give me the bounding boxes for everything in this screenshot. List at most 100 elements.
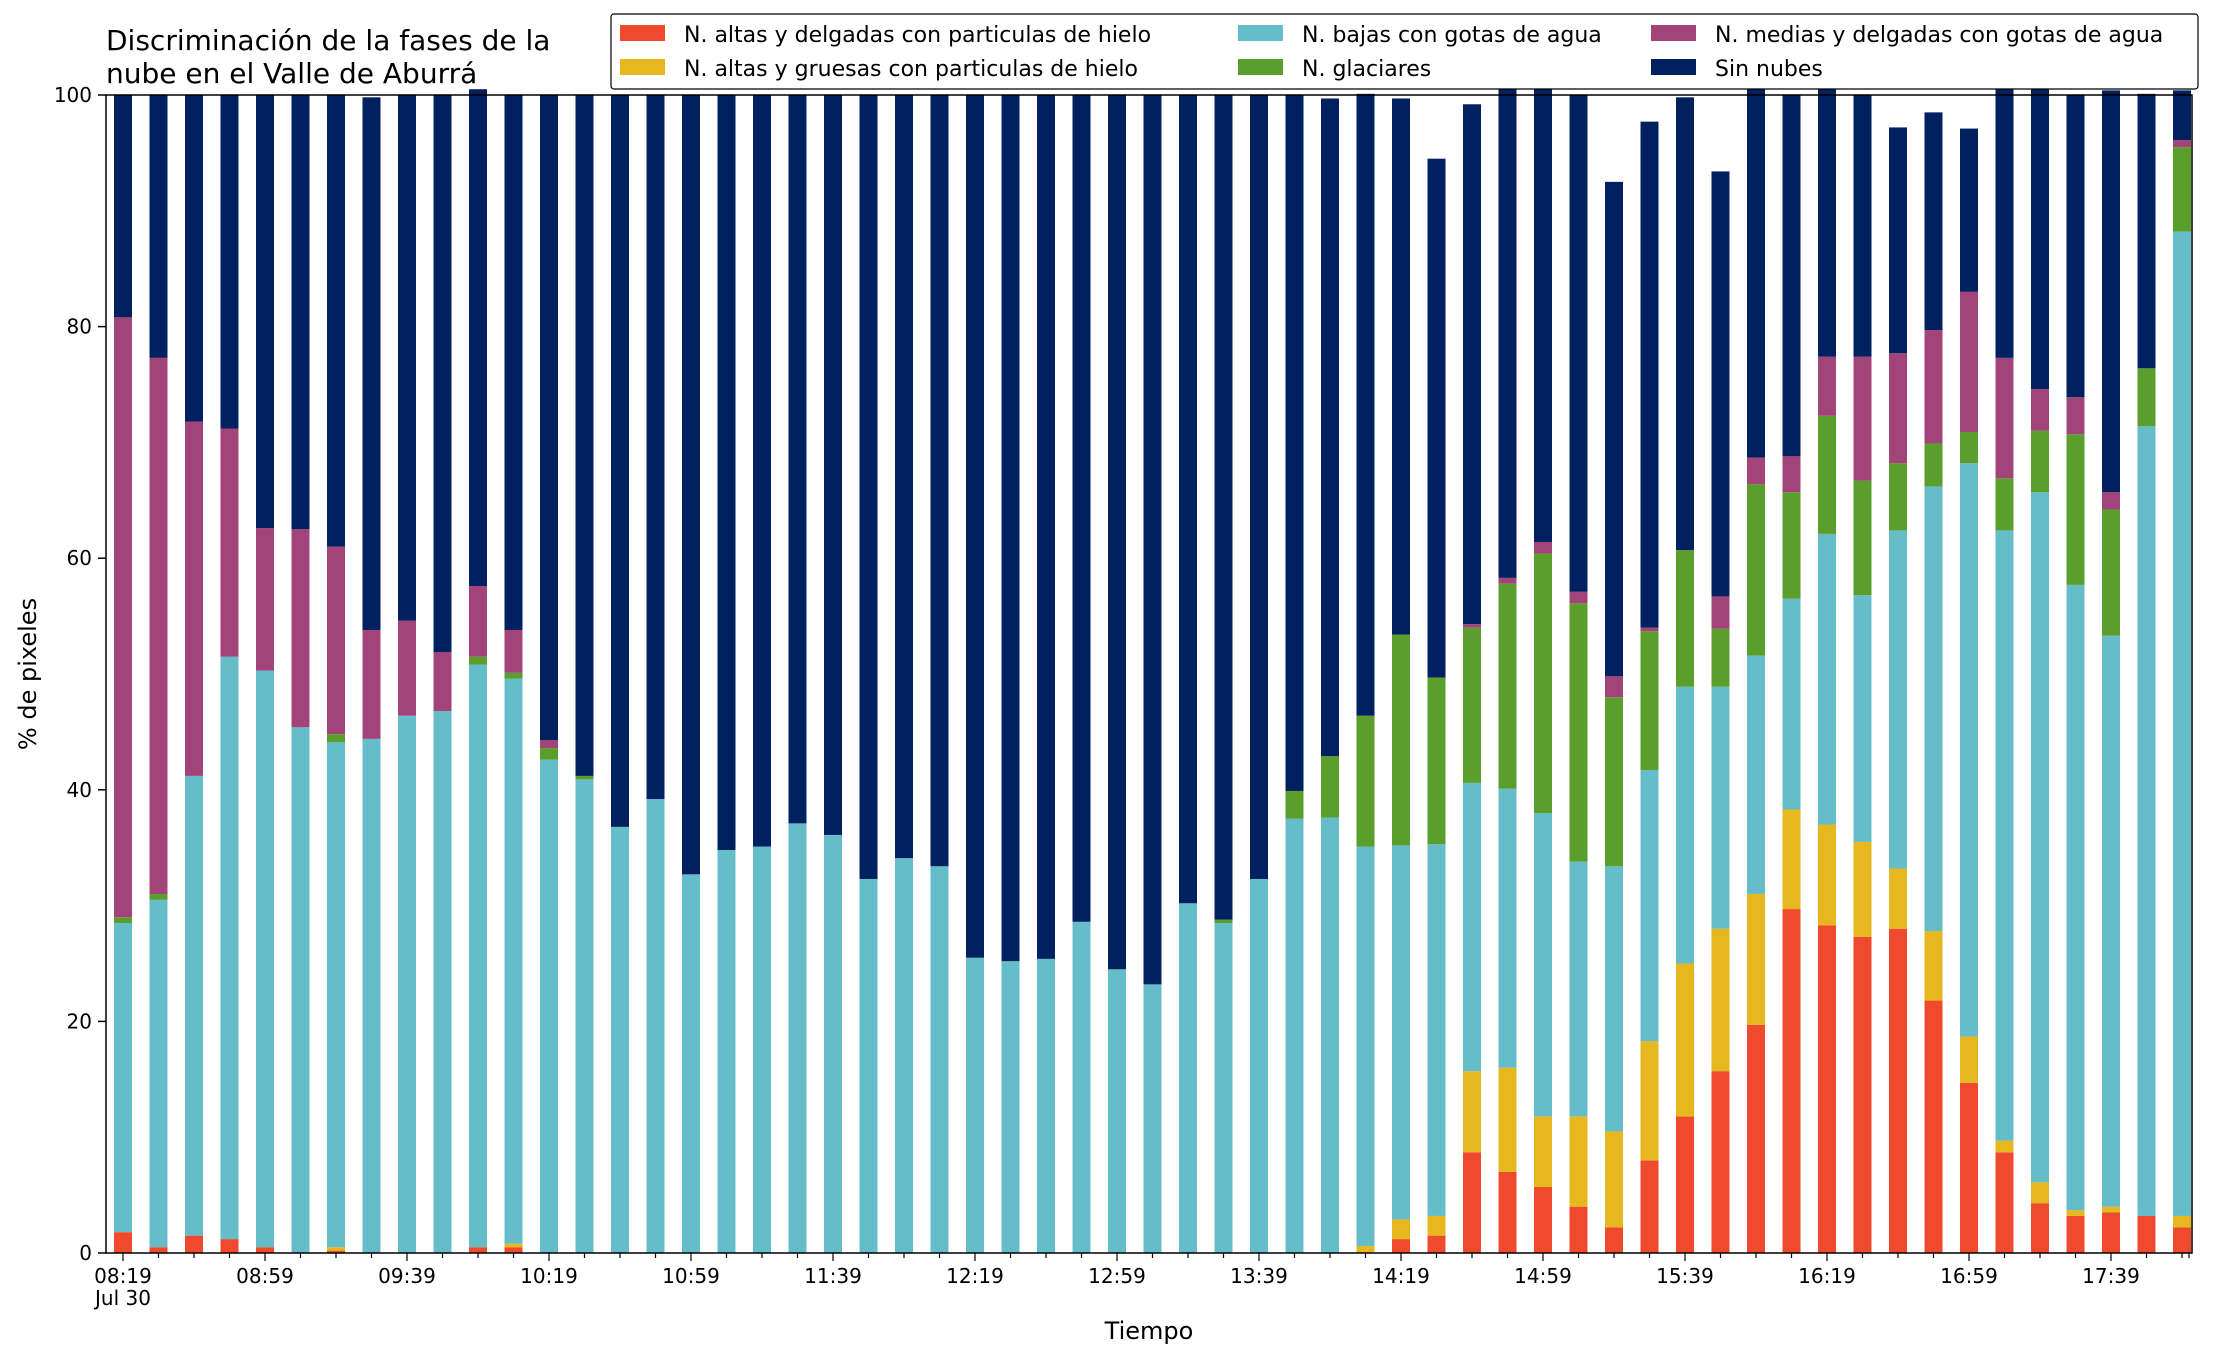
bar-segment-s5-i50 [1889, 127, 1907, 354]
bar-segment-s5-i39 [1498, 40, 1517, 578]
bar-segment-s0-i51 [1924, 1000, 1943, 1253]
legend-label-0: N. altas y delgadas con particulas de hi… [684, 23, 1151, 48]
x-tick-label: 12:59 [1088, 1264, 1146, 1288]
legend: N. altas y delgadas con particulas de hi… [610, 13, 2199, 90]
bar-segment-s1-i51 [1924, 931, 1943, 1001]
bar-segment-s4-i47 [1782, 456, 1801, 493]
bar-segment-s5-i19 [788, 95, 807, 824]
bar-segment-s2-i50 [1889, 530, 1907, 869]
y-tick-label: 80 [67, 315, 92, 339]
bar-segment-s4-i49 [1853, 356, 1872, 481]
x-tick-label: 08:19 [94, 1264, 152, 1288]
bar-segment-s2-i56 [2102, 635, 2120, 1207]
bar-segment-s2-i18 [753, 846, 771, 1253]
bar-segment-s1-i45 [1711, 928, 1730, 1072]
bar-segment-s1-i46 [1747, 894, 1765, 1025]
bar-segment-s0-i3 [220, 1239, 239, 1253]
bar-segment-s5-i57 [2137, 93, 2156, 369]
bar-segment-s4-i2 [185, 421, 203, 776]
bar-segment-s0-i47 [1782, 909, 1801, 1253]
bar-segment-s0-i39 [1498, 1171, 1517, 1253]
bar-segment-s1-i50 [1889, 868, 1907, 929]
bar-segment-s3-i13 [575, 775, 594, 780]
bar-segment-s0-i2 [185, 1235, 203, 1253]
bar-segment-s0-i44 [1676, 1116, 1694, 1253]
bar-segment-s5-i22 [895, 95, 913, 859]
chart-title-line-2: nube en el Valle de Aburrá [106, 57, 477, 90]
x-tick-label: 13:39 [1230, 1264, 1288, 1288]
bar-segment-s0-i37 [1427, 1235, 1446, 1253]
bar-segment-s2-i36 [1392, 845, 1410, 1220]
bar-segment-s5-i55 [2066, 95, 2085, 398]
legend-label-4: N. medias y delgadas con gotas de agua [1715, 23, 2163, 48]
bar-segment-s4-i40 [1534, 541, 1552, 554]
bar-segment-s0-i50 [1889, 928, 1907, 1253]
bar-segment-s2-i30 [1179, 903, 1197, 1253]
bar-segment-s2-i47 [1782, 598, 1801, 810]
bar-segment-s5-i9 [433, 95, 452, 652]
bar-segment-s4-i45 [1711, 596, 1730, 629]
bar-segment-s5-i2 [185, 95, 203, 422]
bar-segment-s0-i41 [1569, 1206, 1588, 1253]
bar-segment-s5-i37 [1427, 158, 1446, 678]
bar-segment-s3-i44 [1676, 550, 1694, 687]
y-tick-label: 100 [54, 83, 92, 107]
bar-segment-s2-i19 [788, 823, 807, 1253]
y-tick-label: 0 [79, 1241, 92, 1265]
bar-segment-s3-i53 [1995, 478, 2014, 531]
legend-swatch-1 [620, 59, 665, 75]
bar-segment-s2-i52 [1960, 463, 1978, 1037]
bar-segment-s3-i6 [327, 734, 345, 743]
bar-segment-s4-i10 [469, 585, 487, 657]
bar-segment-s0-i36 [1392, 1239, 1410, 1253]
bar-segment-s0-i43 [1640, 1160, 1659, 1253]
bar-segment-s5-i11 [504, 95, 523, 630]
legend-swatch-3 [1238, 59, 1283, 75]
bar-segment-s4-i56 [2102, 492, 2120, 510]
bar-segment-s5-i35 [1356, 93, 1375, 716]
bar-segment-s5-i43 [1640, 121, 1659, 628]
x-tick-label: 08:59 [236, 1264, 294, 1288]
bar-segment-s2-i41 [1569, 861, 1588, 1117]
bar-segment-s5-i18 [753, 95, 771, 847]
bar-segment-s2-i28 [1108, 969, 1126, 1253]
bar-segment-s0-i56 [2102, 1212, 2120, 1253]
x-axis: 08:19 08:59 09:39 10:19 10:59 11:39 12:19 12:59… [94, 1253, 2190, 1288]
bar-segment-s1-i55 [2066, 1210, 2085, 1216]
bar-segment-s3-i54 [2031, 430, 2049, 493]
bar-segment-s2-i33 [1285, 818, 1304, 1253]
bar-segment-s5-i51 [1924, 112, 1943, 331]
bar-segment-s1-i44 [1676, 963, 1694, 1117]
bar-segment-s4-i9 [433, 652, 452, 712]
bar-segment-s2-i51 [1924, 486, 1943, 932]
bar-segment-s2-i46 [1747, 655, 1765, 895]
bar-segment-s1-i52 [1960, 1036, 1978, 1083]
bar-segment-s4-i51 [1924, 330, 1943, 444]
x-tick-label: 17:39 [2082, 1264, 2140, 1288]
bar-segment-s5-i49 [1853, 95, 1872, 357]
bar-segment-s4-i12 [540, 740, 558, 749]
bar-segment-s0-i57 [2137, 1215, 2156, 1253]
bar-segment-s5-i41 [1569, 95, 1588, 592]
bar-segment-s0-i46 [1747, 1024, 1765, 1253]
bar-segment-s5-i53 [1995, 71, 2014, 358]
bar-segment-s2-i55 [2066, 584, 2085, 1211]
bar-segment-s2-i37 [1427, 844, 1446, 1216]
bar-segment-s5-i0 [114, 95, 132, 318]
bar-segment-s2-i40 [1534, 812, 1552, 1117]
bar-segment-s4-i8 [398, 620, 416, 716]
bar-segment-s2-i32 [1250, 878, 1268, 1253]
legend-swatch-0 [620, 25, 665, 41]
bar-segment-s0-i10 [469, 1247, 487, 1253]
x-tick-label: 10:59 [662, 1264, 720, 1288]
bar-segment-s5-i48 [1818, 77, 1836, 357]
bar-segment-s2-i5 [291, 727, 310, 1253]
bar-segment-s3-i50 [1889, 463, 1907, 531]
x-tick-label: 12:19 [946, 1264, 1004, 1288]
bar-segment-s5-i28 [1108, 95, 1126, 970]
bar-segment-s5-i25 [1001, 95, 1020, 962]
legend-swatch-2 [1238, 25, 1283, 41]
bar-segment-s5-i46 [1747, 83, 1765, 458]
bar-segment-s2-i57 [2137, 426, 2156, 1216]
